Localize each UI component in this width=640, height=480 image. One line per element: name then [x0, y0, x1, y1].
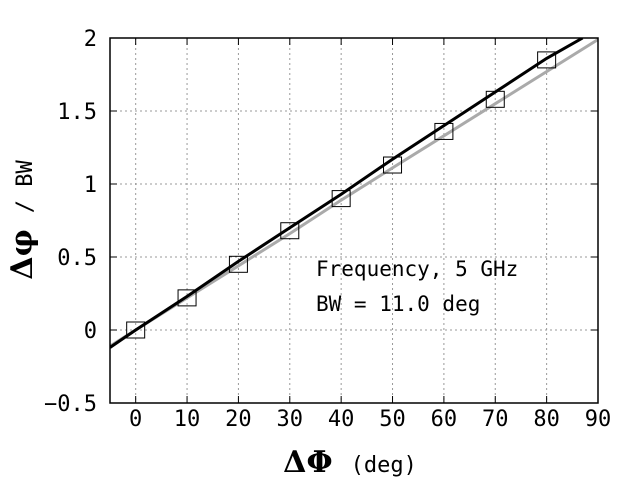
- x-tick-label: 40: [328, 407, 355, 432]
- svg-text:Δφ / BW: Δφ / BW: [5, 160, 40, 280]
- data-point-square: [537, 51, 557, 69]
- data-point-square: [280, 222, 300, 240]
- series-layer: [110, 38, 598, 349]
- data-point-square: [228, 255, 248, 273]
- y-tick-label: 2: [84, 27, 97, 52]
- x-tick-label: 10: [174, 407, 201, 432]
- x-tick-label: 90: [585, 407, 612, 432]
- y-tick-label: 1: [84, 173, 97, 198]
- x-axis-label-symbol: ΔΦ: [283, 445, 332, 480]
- x-axis-label-unit: (deg): [351, 453, 417, 478]
- y-tick-label: 0.5: [57, 246, 97, 271]
- x-tick-label: 20: [225, 407, 252, 432]
- data-point-square: [383, 156, 403, 174]
- data-point-square: [177, 289, 197, 307]
- grid: [110, 37, 599, 404]
- x-tick-label: 30: [277, 407, 304, 432]
- data-point-square: [126, 321, 146, 339]
- y-tick-label: −0.5: [44, 392, 97, 417]
- svg-text:ΔΦ (deg): ΔΦ (deg): [283, 445, 417, 480]
- data-point-square: [485, 90, 505, 108]
- y-axis-label-symbol: Δφ: [5, 229, 40, 279]
- y-tick-label: 1.5: [57, 100, 97, 125]
- x-tick-label: 60: [431, 407, 458, 432]
- data-point-square: [434, 122, 454, 140]
- x-tick-label: 70: [482, 407, 509, 432]
- data-point-square: [331, 190, 351, 208]
- annotation-bandwidth: BW = 11.0 deg: [316, 292, 480, 316]
- annotation-frequency: Frequency, 5 GHz: [316, 257, 518, 281]
- series-line-black: [110, 38, 584, 349]
- x-tick-label: 50: [379, 407, 406, 432]
- x-tick-label: 0: [129, 407, 142, 432]
- x-axis-label: ΔΦ (deg): [283, 445, 417, 480]
- annotation-block: Frequency, 5 GHz BW = 11.0 deg: [316, 257, 518, 316]
- plot-frame: [109, 37, 599, 404]
- y-tick-label: 0: [84, 319, 97, 344]
- tick-labels: 0 10 20 30 40 50 60 70 80 90 −0.5 0 0.5 1 1.5 2: [44, 27, 611, 432]
- y-axis-label-unit: / BW: [13, 160, 38, 214]
- y-axis-label: Δφ / BW: [5, 160, 40, 280]
- x-tick-label: 80: [533, 407, 560, 432]
